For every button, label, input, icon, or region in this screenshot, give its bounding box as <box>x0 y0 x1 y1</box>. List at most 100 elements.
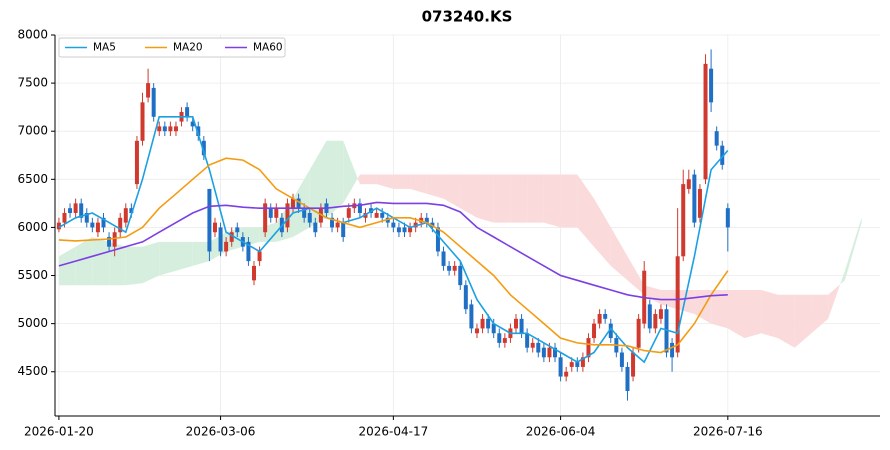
cloud-area <box>811 294 829 334</box>
candle-body <box>118 217 123 233</box>
x-tick-label: 2026-01-20 <box>24 425 94 439</box>
candle-body <box>469 304 474 329</box>
cloud-area <box>359 174 377 185</box>
cloud-area <box>794 294 812 348</box>
candle-body <box>519 318 524 334</box>
candle-body <box>346 208 351 218</box>
candle-body <box>263 203 268 233</box>
candle-body <box>670 342 675 358</box>
candle-body <box>675 256 680 353</box>
cloud-area <box>276 198 293 242</box>
y-tick-label: 5000 <box>17 316 48 330</box>
candle-body <box>162 126 167 132</box>
cloud-area <box>343 140 358 204</box>
cloud-area <box>357 174 360 185</box>
cloud-area <box>840 270 845 285</box>
x-tick-label: 2026-03-06 <box>186 425 256 439</box>
candle-body <box>68 208 73 213</box>
y-tick-label: 6000 <box>17 220 48 234</box>
candle-body <box>285 203 290 228</box>
cloud-area <box>426 174 444 199</box>
x-tick-label: 2026-04-17 <box>358 425 428 439</box>
candle-body <box>151 87 156 117</box>
candle-body <box>402 227 407 233</box>
candle-body <box>229 232 234 242</box>
cloud-area <box>727 290 745 339</box>
candle-body <box>619 352 624 367</box>
cloud-area <box>176 241 193 271</box>
candle-body <box>441 251 446 266</box>
candle-body <box>112 232 117 247</box>
y-tick-label: 6500 <box>17 172 48 186</box>
cloud-area <box>610 227 628 281</box>
candle-body <box>681 184 686 257</box>
candle-body <box>73 203 78 213</box>
candle-body <box>357 203 362 213</box>
cloud-area <box>844 217 862 281</box>
candle-body <box>246 241 251 262</box>
x-tick-label: 2026-06-04 <box>526 425 596 439</box>
candle-body <box>396 227 401 233</box>
candle-body <box>569 362 574 367</box>
candle-body <box>458 265 463 286</box>
candle-body <box>575 362 580 367</box>
candle-body <box>536 342 541 353</box>
cloud-area <box>778 294 795 348</box>
candle-body <box>480 318 485 329</box>
candle-body <box>564 371 569 377</box>
cloud-area <box>309 140 327 228</box>
candle-body <box>335 222 340 228</box>
candle-body <box>380 212 385 218</box>
candle-body <box>129 208 134 213</box>
candle-body <box>207 188 212 252</box>
candle-body <box>313 222 318 233</box>
candle-body <box>123 208 128 223</box>
cloud-area <box>58 246 76 286</box>
candle-body <box>146 83 151 98</box>
cloud-area <box>142 241 160 284</box>
candle-body <box>658 309 663 319</box>
candle-body <box>134 140 139 185</box>
candle-body <box>84 212 89 223</box>
legend: MA5 MA20 MA60 <box>58 37 286 58</box>
cloud-area <box>125 246 143 286</box>
candle-body <box>447 265 452 271</box>
candle-body <box>173 126 178 132</box>
candle-body <box>107 237 112 247</box>
candle-body <box>452 265 457 271</box>
cloud-area <box>259 222 277 242</box>
cloud-area <box>543 174 561 228</box>
candle-body <box>185 107 190 117</box>
cloud-area <box>410 174 427 194</box>
cloud-area <box>326 140 344 218</box>
candle-body <box>502 338 507 343</box>
candle-body <box>586 338 591 358</box>
candle-body <box>692 174 697 223</box>
candle-body <box>603 314 608 319</box>
candle-body <box>157 126 162 132</box>
candle-body <box>274 208 279 218</box>
candle-body <box>608 323 613 339</box>
candle-body <box>592 323 597 339</box>
candle-body <box>486 318 491 329</box>
candle-body <box>541 347 546 358</box>
candle-body <box>168 126 173 132</box>
candle-body <box>709 68 714 103</box>
candle-body <box>212 222 217 233</box>
cloud-area <box>594 198 611 266</box>
candle-body <box>647 304 652 329</box>
y-tick-label: 4500 <box>17 364 48 378</box>
legend-label: MA60 <box>253 42 283 54</box>
candle-body <box>720 145 725 165</box>
cloud-area <box>376 174 394 189</box>
candle-body <box>56 222 61 230</box>
candle-body <box>558 357 563 377</box>
candle-body <box>491 323 496 334</box>
cloud-area <box>644 285 661 305</box>
grid <box>55 34 880 416</box>
candle-body <box>653 314 658 329</box>
cloud-area <box>577 174 594 247</box>
candle-body <box>686 179 691 189</box>
y-tick-label: 8000 <box>17 28 48 42</box>
candle-body <box>140 102 145 141</box>
